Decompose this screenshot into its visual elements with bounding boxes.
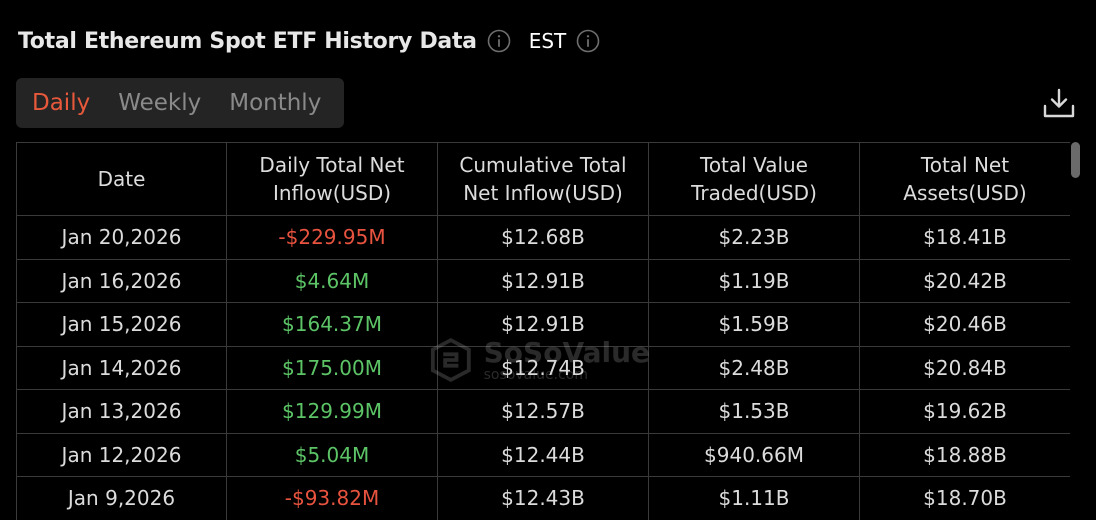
cell-total-value-traded: $1.59B (648, 302, 860, 347)
cell-total-net-assets: $20.42B (859, 258, 1070, 303)
cell-cumulative-net-inflow: $12.74B (437, 345, 649, 390)
history-table-container: Date Daily Total Net Inflow(USD) Cumulat… (16, 142, 1070, 520)
tab-weekly[interactable]: Weekly (118, 90, 202, 116)
column-header-total-value-traded[interactable]: Total Value Traded(USD) (648, 142, 860, 216)
cell-daily-net-inflow: -$229.95M (226, 215, 438, 260)
cell-total-value-traded: $1.19B (648, 258, 860, 303)
cell-total-value-traded: $2.23B (648, 215, 860, 260)
table-scrollbar[interactable] (1070, 142, 1080, 520)
cell-total-value-traded: $940.66M (648, 432, 860, 477)
tab-daily[interactable]: Daily (32, 90, 91, 116)
cell-date: Jan 13,2026 (16, 389, 227, 434)
cell-date: Jan 12,2026 (16, 432, 227, 477)
table-row: Jan 12,2026 $5.04M $12.44B $940.66M $18.… (16, 432, 1070, 477)
cell-daily-net-inflow: $5.04M (226, 432, 438, 477)
cell-cumulative-net-inflow: $12.91B (437, 302, 649, 347)
cell-daily-net-inflow: $4.64M (226, 258, 438, 303)
scrollbar-thumb[interactable] (1071, 142, 1080, 178)
cell-total-net-assets: $18.70B (859, 476, 1070, 520)
column-header-total-net-assets[interactable]: Total Net Assets(USD) (859, 142, 1070, 216)
cell-total-net-assets: $20.84B (859, 345, 1070, 390)
timezone-info-icon[interactable] (576, 29, 600, 53)
table-header-row: Date Daily Total Net Inflow(USD) Cumulat… (16, 142, 1070, 216)
cell-total-value-traded: $1.53B (648, 389, 860, 434)
table-row: Jan 13,2026 $129.99M $12.57B $1.53B $19.… (16, 389, 1070, 434)
cell-total-value-traded: $1.11B (648, 476, 860, 520)
table-row: Jan 16,2026 $4.64M $12.91B $1.19B $20.42… (16, 258, 1070, 303)
period-tabs: Daily Weekly Monthly (16, 78, 344, 128)
tab-monthly[interactable]: Monthly (229, 90, 322, 116)
cell-date: Jan 20,2026 (16, 215, 227, 260)
table-row: Jan 20,2026 -$229.95M $12.68B $2.23B $18… (16, 215, 1070, 260)
column-header-date[interactable]: Date (16, 142, 227, 216)
column-header-cumulative-net-inflow[interactable]: Cumulative Total Net Inflow(USD) (437, 142, 649, 216)
table-row: Jan 14,2026 $175.00M $12.74B $2.48B $20.… (16, 345, 1070, 390)
header: Total Ethereum Spot ETF History Data EST (18, 24, 600, 58)
cell-total-net-assets: $19.62B (859, 389, 1070, 434)
cell-daily-net-inflow: $164.37M (226, 302, 438, 347)
cell-daily-net-inflow: $175.00M (226, 345, 438, 390)
timezone-label: EST (528, 29, 567, 53)
cell-date: Jan 16,2026 (16, 258, 227, 303)
cell-daily-net-inflow: $129.99M (226, 389, 438, 434)
column-header-daily-net-inflow[interactable]: Daily Total Net Inflow(USD) (226, 142, 438, 216)
cell-date: Jan 15,2026 (16, 302, 227, 347)
cell-total-value-traded: $2.48B (648, 345, 860, 390)
history-table: Date Daily Total Net Inflow(USD) Cumulat… (16, 142, 1070, 520)
cell-cumulative-net-inflow: $12.68B (437, 215, 649, 260)
table-row: Jan 15,2026 $164.37M $12.91B $1.59B $20.… (16, 302, 1070, 347)
cell-date: Jan 14,2026 (16, 345, 227, 390)
cell-total-net-assets: $20.46B (859, 302, 1070, 347)
info-icon[interactable] (487, 29, 511, 53)
cell-date: Jan 9,2026 (16, 476, 227, 520)
cell-cumulative-net-inflow: $12.44B (437, 432, 649, 477)
cell-total-net-assets: $18.41B (859, 215, 1070, 260)
download-button[interactable] (1042, 86, 1076, 120)
download-icon (1043, 88, 1075, 118)
cell-cumulative-net-inflow: $12.91B (437, 258, 649, 303)
cell-daily-net-inflow: -$93.82M (226, 476, 438, 520)
table-row: Jan 9,2026 -$93.82M $12.43B $1.11B $18.7… (16, 476, 1070, 520)
page-title: Total Ethereum Spot ETF History Data (18, 28, 477, 54)
cell-cumulative-net-inflow: $12.57B (437, 389, 649, 434)
cell-cumulative-net-inflow: $12.43B (437, 476, 649, 520)
cell-total-net-assets: $18.88B (859, 432, 1070, 477)
